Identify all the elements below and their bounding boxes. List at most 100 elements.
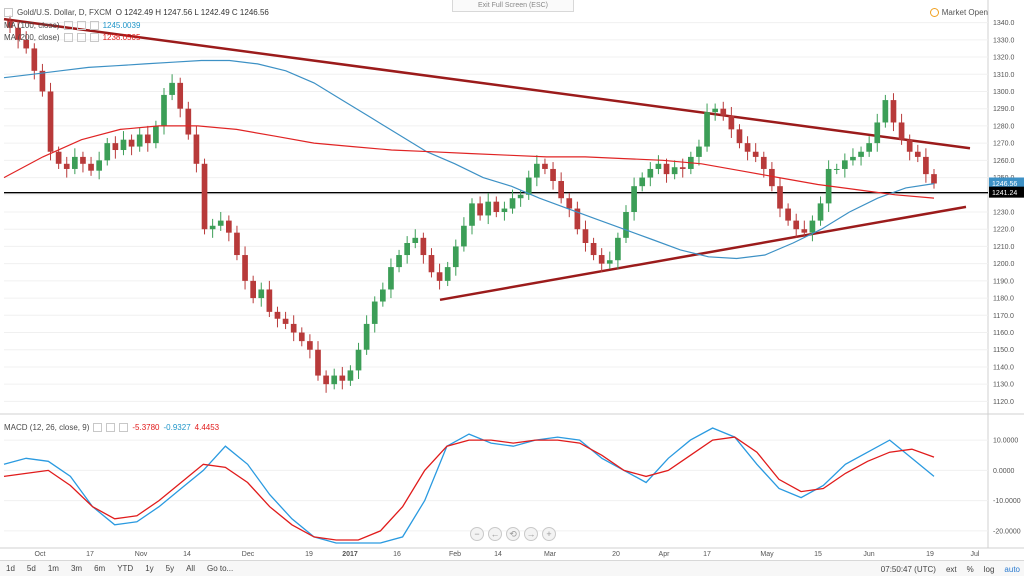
candle-body <box>136 134 143 147</box>
price-tick-label: 1160.0 <box>993 330 1014 337</box>
candle-body <box>785 208 791 221</box>
ma200-line <box>3 125 935 199</box>
date-tick-label: 16 <box>393 551 401 558</box>
macd-settings-icon[interactable] <box>93 423 103 432</box>
ma200-value: 1238.0505 <box>102 32 141 42</box>
candle-body <box>185 108 192 135</box>
candle-body <box>72 156 78 169</box>
candle-body <box>898 122 905 140</box>
candle-body <box>404 242 410 256</box>
candle-body <box>144 134 151 144</box>
ma200-close-icon[interactable] <box>89 32 99 42</box>
candle-body <box>777 186 783 209</box>
candle-body <box>704 112 710 147</box>
macd-tick-label: 10.0000 <box>993 438 1018 445</box>
date-tick-label: Apr <box>659 551 671 558</box>
last-price-badge <box>989 177 1024 189</box>
price-tick-label: 1230.0 <box>993 210 1015 217</box>
ma200-settings-icon[interactable] <box>63 32 73 42</box>
ma100-label: MA (100, close) <box>4 20 60 30</box>
macd-close-icon[interactable] <box>119 423 129 432</box>
date-tick-label: 19 <box>926 551 934 558</box>
reset-chart-button[interactable]: ⟲ <box>506 527 520 541</box>
candle-body <box>298 332 305 342</box>
percent-toggle[interactable]: % <box>966 564 974 574</box>
ma100-visibility-icon[interactable] <box>76 20 86 30</box>
price-tick-label: 1260.0 <box>993 158 1015 165</box>
price-tick-label: 1140.0 <box>993 364 1014 371</box>
macd-tick-label: -10.0000 <box>993 498 1021 505</box>
candle-body <box>323 375 329 385</box>
timeframe-5y[interactable]: 5y <box>165 564 175 573</box>
date-tick-label: Feb <box>449 551 461 558</box>
symbol-toggle-icon[interactable] <box>4 7 13 17</box>
timeframe-1m[interactable]: 1m <box>47 564 59 573</box>
macd-line <box>3 427 935 544</box>
last-price-label: 1246.56 <box>992 181 1017 188</box>
candle-body <box>315 349 321 376</box>
date-tick-label: 20 <box>612 551 620 558</box>
zoom-in-button[interactable]: + <box>542 527 556 541</box>
timeframe-6m[interactable]: 6m <box>94 564 106 573</box>
candle-body <box>428 255 435 273</box>
date-tick-label: May <box>760 551 774 558</box>
ma200-visibility-icon[interactable] <box>76 32 86 42</box>
candle-body <box>380 289 386 302</box>
candle-body <box>906 139 913 152</box>
candle-body <box>436 272 443 281</box>
date-axis: Oct 17 Nov 14 Dec 19 2017 16 Feb 14 Mar 20 Apr 17 May 1… <box>35 551 980 558</box>
candle-body <box>274 311 281 319</box>
price-tick-label: 1340.0 <box>993 20 1015 27</box>
candle-body <box>355 349 362 371</box>
scroll-left-button[interactable]: ← <box>488 527 502 541</box>
candle-body <box>469 203 475 226</box>
timeframe-1y[interactable]: 1y <box>145 564 154 573</box>
candle-body <box>728 115 735 130</box>
upper-trendline <box>3 17 971 150</box>
macd-tick-label: -20.0000 <box>993 528 1021 535</box>
candle-body <box>209 225 216 230</box>
timeframe-1d[interactable]: 1d <box>6 564 15 573</box>
candle-body <box>679 167 686 169</box>
scroll-right-button[interactable]: → <box>524 527 538 541</box>
timeframe-5d[interactable]: 5d <box>26 564 36 573</box>
grid-layer <box>0 0 1024 549</box>
horizontal-level-label: 1241.24 <box>992 190 1017 197</box>
price-tick-label: 1190.0 <box>993 278 1014 285</box>
ma100-settings-icon[interactable] <box>63 20 73 30</box>
auto-scale-toggle[interactable]: auto <box>1004 564 1020 574</box>
candle-body <box>598 255 605 264</box>
price-tick-label: 1290.0 <box>993 106 1015 113</box>
macd-legend: MACD (12, 26, close, 9) -5.3780 -0.9327 … <box>4 423 223 432</box>
goto-date-button[interactable]: Go to... <box>206 564 234 573</box>
price-tick-label: 1170.0 <box>993 313 1014 320</box>
candle-body <box>534 163 540 178</box>
exit-fullscreen-button[interactable]: Exit Full Screen (ESC) <box>452 0 574 12</box>
timeframe-ytd[interactable]: YTD <box>117 564 134 573</box>
zoom-out-button[interactable]: − <box>470 527 484 541</box>
macd-visibility-icon[interactable] <box>106 423 116 432</box>
clock-time[interactable]: 07:50:47 (UTC) <box>880 564 936 574</box>
timeframe-3m[interactable]: 3m <box>70 564 83 573</box>
ma-layer <box>3 59 935 260</box>
trendline-layer <box>3 17 988 302</box>
candle-body <box>874 122 881 144</box>
date-tick-label: Jul <box>971 551 980 558</box>
ext-toggle[interactable]: ext <box>945 564 957 574</box>
candle-body <box>606 260 613 264</box>
candle-body <box>290 323 297 333</box>
candle-body <box>550 168 556 182</box>
chart-canvas[interactable]: 1340.0 1330.0 1320.0 1310.0 1300.0 1290.0 1280… <box>0 0 1024 560</box>
ma100-line <box>3 59 935 260</box>
candle-body <box>120 139 127 151</box>
candle-body <box>39 70 46 92</box>
timeframe-all[interactable]: All <box>186 564 195 573</box>
log-toggle[interactable]: log <box>983 564 995 574</box>
candle-body <box>850 156 856 161</box>
candle-body <box>128 139 135 147</box>
date-tick-label: 17 <box>703 551 711 558</box>
ma200-legend: MA (200, close) 1238.0505 <box>4 31 144 43</box>
candle-body <box>444 267 451 281</box>
candle-body <box>234 232 240 256</box>
ma100-close-icon[interactable] <box>89 20 99 30</box>
